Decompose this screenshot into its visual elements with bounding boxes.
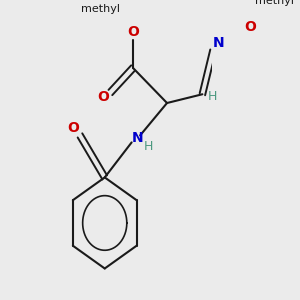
Text: O: O bbox=[244, 20, 256, 34]
Text: H: H bbox=[144, 140, 153, 153]
Text: O: O bbox=[67, 122, 79, 135]
Text: methyl: methyl bbox=[255, 0, 294, 6]
Text: N: N bbox=[131, 131, 143, 145]
Text: methyl: methyl bbox=[81, 4, 120, 14]
Text: O: O bbox=[98, 90, 109, 104]
Text: O: O bbox=[127, 25, 139, 39]
Text: H: H bbox=[208, 89, 217, 103]
Text: N: N bbox=[213, 37, 224, 50]
